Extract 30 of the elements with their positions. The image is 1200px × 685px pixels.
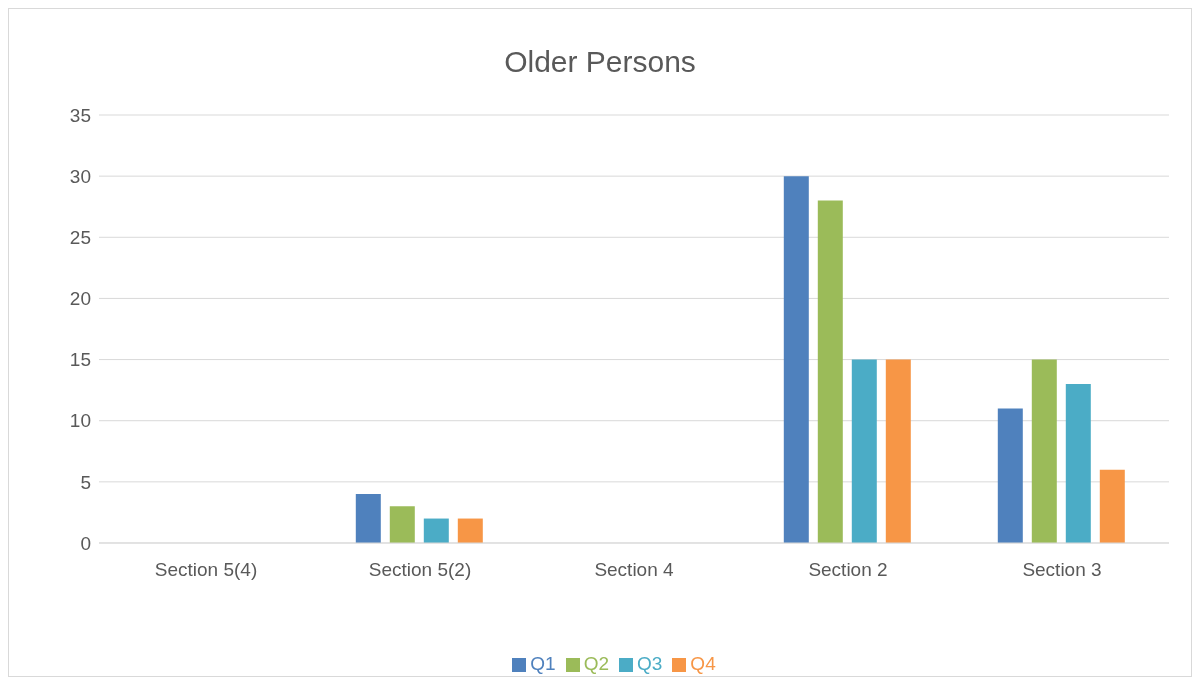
y-tick-label: 20 xyxy=(69,288,91,310)
bar xyxy=(423,518,449,543)
legend-label: Q2 xyxy=(583,653,609,674)
chart-title: Older Persons xyxy=(503,44,697,80)
x-tick-label: Section 3 xyxy=(1022,559,1102,581)
bar xyxy=(997,408,1023,543)
y-tick-label: 30 xyxy=(69,165,91,187)
x-tick-label: Section 4 xyxy=(594,559,675,581)
bar xyxy=(389,506,415,543)
y-tick-label: 0 xyxy=(80,532,91,554)
x-tick-label: Section 2 xyxy=(808,559,888,581)
bar xyxy=(457,518,483,543)
y-tick-label: 10 xyxy=(69,410,91,432)
legend-label: Q3 xyxy=(637,653,663,674)
legend-label: Q4 xyxy=(690,653,716,674)
bar xyxy=(1099,469,1125,543)
x-tick-label: Section 5(2) xyxy=(368,559,472,581)
bar xyxy=(783,176,809,543)
bar xyxy=(851,359,877,543)
bar xyxy=(355,494,381,543)
legend-label: Q1 xyxy=(530,653,556,674)
bar xyxy=(1065,384,1091,543)
x-tick-label: Section 5(4) xyxy=(154,559,258,581)
y-tick-label: 5 xyxy=(80,471,91,493)
y-tick-label: 25 xyxy=(69,227,91,249)
bar xyxy=(885,359,911,543)
y-tick-label: 35 xyxy=(69,104,91,126)
y-tick-label: 15 xyxy=(69,349,91,371)
bar xyxy=(1031,359,1057,543)
bar xyxy=(817,200,843,543)
